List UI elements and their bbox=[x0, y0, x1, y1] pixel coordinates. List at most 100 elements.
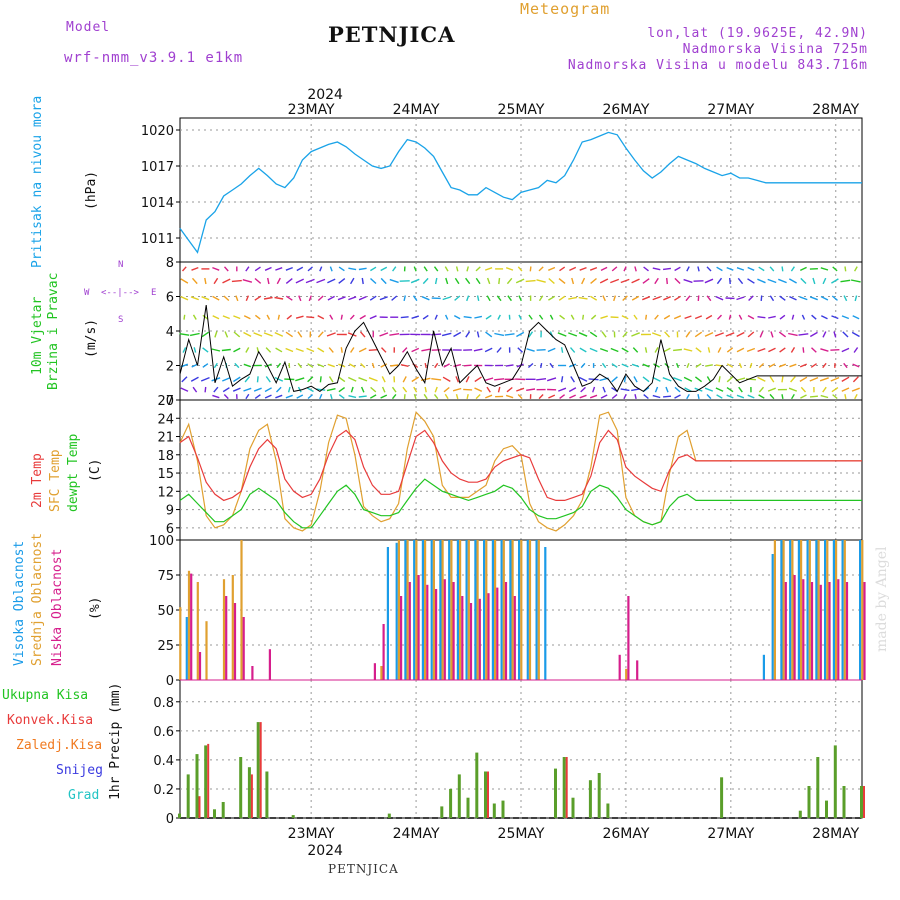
wind-arrow-432 bbox=[633, 376, 638, 383]
wind-arrow-616 bbox=[820, 315, 828, 320]
wind-arrow-644 bbox=[853, 347, 859, 353]
low-cloud-bar-2 bbox=[198, 652, 202, 680]
wind-arrow-436 bbox=[633, 314, 638, 320]
wind-arrow-115 bbox=[297, 331, 303, 338]
wind-arrow-62 bbox=[244, 376, 251, 383]
wind-arrow-256 bbox=[444, 314, 449, 320]
wind-arrow-17 bbox=[190, 296, 199, 301]
wind-arrow-635 bbox=[842, 331, 849, 338]
dewpt-temp-label: dewpt Temp bbox=[66, 433, 81, 512]
total-precip-bar-0 bbox=[178, 813, 181, 818]
ytick-label-2-3: 15 bbox=[157, 467, 174, 482]
wind-arrow-454 bbox=[654, 347, 659, 353]
wind-arrow-227 bbox=[412, 295, 418, 302]
compass-n: N bbox=[118, 260, 124, 270]
wind-arrow-401 bbox=[602, 386, 606, 393]
wind-arrow-525 bbox=[725, 332, 735, 337]
wind-arrow-372 bbox=[570, 376, 575, 383]
ytick-label-2-1: 9 bbox=[166, 504, 174, 519]
cloud-unit: (%) bbox=[88, 596, 103, 620]
wind-arrow-369 bbox=[559, 266, 566, 272]
wind-arrow-66 bbox=[243, 315, 251, 320]
low-cloud-bar-72 bbox=[810, 582, 814, 680]
wind-arrow-77 bbox=[254, 295, 262, 301]
high-cloud-bar-37 bbox=[500, 540, 503, 680]
low-cloud-bar-51 bbox=[627, 596, 630, 680]
wind-arrow-306 bbox=[497, 314, 501, 320]
wind-arrow-472 bbox=[673, 377, 683, 382]
wind-arrow-339 bbox=[529, 266, 532, 272]
wind-arrow-385 bbox=[578, 332, 588, 337]
wind-arrow-561 bbox=[767, 387, 776, 392]
wind-arrow-602 bbox=[809, 376, 819, 382]
wind-arrow-176 bbox=[359, 314, 366, 320]
wind-arrow-333 bbox=[527, 362, 534, 369]
conv-precip-bar-44 bbox=[565, 757, 568, 818]
low-cloud-bar-1 bbox=[190, 573, 193, 680]
wind-arrow-577 bbox=[779, 295, 786, 301]
wind-arrow-496 bbox=[694, 315, 703, 320]
wind-arrow-509 bbox=[706, 266, 712, 272]
wind-arrow-45 bbox=[224, 331, 229, 338]
wind-arrow-298 bbox=[486, 277, 491, 285]
mid-cloud-bar-6 bbox=[231, 575, 234, 680]
mid-cloud-bar-72 bbox=[808, 540, 811, 680]
mid-cloud-bar-28 bbox=[424, 540, 427, 680]
wind-arrow-493 bbox=[695, 363, 702, 368]
mid-cloud-bar-69 bbox=[782, 540, 785, 680]
ytick-label-4-4: 0.8 bbox=[153, 696, 174, 711]
wind-arrow-434 bbox=[632, 347, 639, 353]
wind-arrow-98 bbox=[276, 277, 281, 285]
footer-station: PETNJICA bbox=[328, 862, 399, 876]
wind-arrow-446 bbox=[645, 314, 648, 320]
wind-arrow-465 bbox=[664, 331, 671, 338]
wind-arrow-550 bbox=[758, 394, 765, 399]
wind-arrow-582 bbox=[790, 376, 796, 383]
wind-arrow-224 bbox=[411, 347, 420, 353]
wind-arrow-452 bbox=[652, 376, 661, 382]
wind-speed-line bbox=[179, 305, 862, 393]
wind-arrow-8 bbox=[180, 278, 189, 284]
wind-arrow-336 bbox=[528, 314, 533, 320]
wind-arrow-55 bbox=[233, 331, 241, 338]
ytick-label-2-7: 27 bbox=[157, 394, 174, 409]
wind-arrow-116 bbox=[295, 315, 304, 319]
high-cloud-bar-69 bbox=[780, 540, 783, 680]
wind-arrow-39 bbox=[212, 266, 220, 271]
wind-arrow-618 bbox=[822, 277, 827, 285]
wind-arrow-292 bbox=[484, 377, 494, 382]
wind-arrow-639 bbox=[844, 266, 847, 272]
wind-arrow-221 bbox=[413, 386, 418, 393]
wind-arrow-241 bbox=[434, 386, 438, 393]
wind-arrow-251 bbox=[443, 386, 450, 393]
wind-arrow-86 bbox=[266, 314, 271, 320]
ytick-label-3-2: 50 bbox=[157, 604, 174, 619]
wind-arrow-570 bbox=[781, 394, 784, 400]
wind-arrow-381 bbox=[580, 386, 586, 393]
total-precip-bar-75 bbox=[833, 745, 837, 818]
wind-arrow-576 bbox=[779, 314, 786, 320]
wind-arrow-629 bbox=[832, 266, 838, 272]
high-cloud-bar-42 bbox=[544, 547, 547, 680]
wind-arrow-326 bbox=[518, 314, 522, 320]
wind-arrow-99 bbox=[275, 267, 283, 271]
wind-arrow-197 bbox=[379, 296, 388, 301]
total-precip-bar-1 bbox=[186, 774, 190, 818]
wind-arrow-376 bbox=[570, 314, 575, 320]
wind-arrow-483 bbox=[686, 362, 690, 369]
wind-arrow-383 bbox=[580, 362, 586, 369]
wind-arrow-448 bbox=[642, 278, 650, 284]
wind-arrow-396 bbox=[590, 314, 597, 320]
wind-arrow-430 bbox=[634, 394, 637, 400]
wind-arrow-384 bbox=[579, 347, 587, 353]
wind-arrow-271 bbox=[463, 388, 473, 391]
high-cloud-bar-38 bbox=[509, 540, 512, 680]
wind-arrow-537 bbox=[736, 296, 745, 301]
wind-arrow-615 bbox=[822, 331, 827, 338]
wind-arrow-35 bbox=[214, 331, 218, 338]
wind-arrow-470 bbox=[674, 394, 681, 399]
wind-arrow-505 bbox=[704, 331, 714, 337]
precip-legend-hail: Grad bbox=[68, 788, 100, 803]
wind-arrow-24 bbox=[202, 347, 209, 353]
wind-arrow-141 bbox=[326, 388, 336, 392]
